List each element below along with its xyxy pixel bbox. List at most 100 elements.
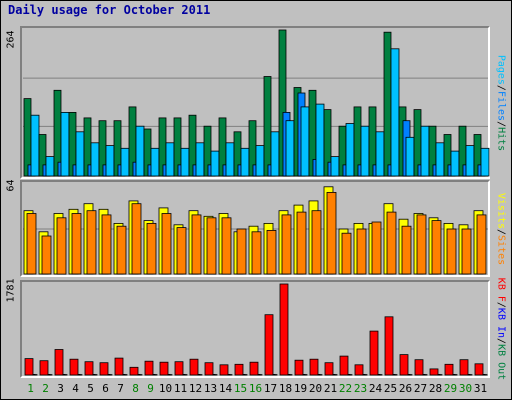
x-label-day: 13 [203,382,218,395]
sites-bar [401,225,412,275]
sites-bar [146,222,157,275]
kb-f-bar [414,359,424,376]
x-label-day: 31 [473,382,488,395]
x-label-day: 23 [353,382,368,395]
kb-f-bar [114,357,124,376]
sites-bar [236,228,247,275]
pages-bar [225,142,235,177]
sites-bar [86,210,97,275]
pages-bar [285,120,295,177]
panel-kb [20,280,490,378]
pages-bar [45,156,55,177]
sites-bar [56,217,67,275]
sites-bar [206,217,217,275]
x-label-day: 14 [218,382,233,395]
pages-bar [120,147,130,177]
sites-bar [41,235,52,275]
x-label-day: 19 [293,382,308,395]
x-label-day: 10 [158,382,173,395]
x-label-day: 18 [278,382,293,395]
kb-f-bar [144,360,154,376]
hits-bar [23,98,32,177]
kb-f-bar [189,358,199,376]
x-label-day: 28 [428,382,443,395]
kb-f-bar [444,363,454,376]
pages-bar [180,147,190,177]
pages-bar [315,103,325,177]
sites-bar [326,191,337,275]
x-label-day: 29 [443,382,458,395]
kb-f-bar [204,362,214,376]
x-label-day: 24 [368,382,383,395]
sites-bar [131,203,142,275]
pages-bar [270,131,280,177]
kb-f-bar [39,360,49,376]
hits-bar [263,76,272,177]
sites-bar [461,228,472,275]
pages-bar [105,145,115,177]
kb-f-bar [309,358,319,376]
x-label-day: 16 [248,382,263,395]
kb-f-bar [69,358,79,376]
kb-f-bar [474,363,484,376]
kb-f-bar [234,363,244,376]
pages-bar [390,48,400,177]
pages-bar [345,123,355,177]
sites-bar [71,213,82,275]
pages-bar [450,150,460,177]
pages-bar [255,145,265,177]
kb-f-bar [324,362,334,376]
kb-f-bar [99,362,109,376]
kb-f-bar [54,349,64,376]
x-label-day: 25 [383,382,398,395]
x-label-day: 12 [188,382,203,395]
hits-bar [173,117,182,177]
kb-f-bar [219,364,229,376]
pages-bar [360,125,370,177]
hits-bar [323,109,332,177]
x-label-day: 26 [398,382,413,395]
kb-f-bar [339,355,349,376]
x-label-day: 21 [323,382,338,395]
x-label-day: 5 [87,382,94,395]
sites-bar [371,221,382,275]
pages-bar [165,142,175,177]
pages-bar [150,147,160,177]
pages-bar [60,112,70,177]
hits-bar [38,134,47,177]
x-label-day: 11 [173,382,188,395]
pages-bar [330,156,340,177]
kb-f-bar [354,364,364,376]
sites-bar [446,228,457,275]
kb-f-bar [399,354,409,376]
x-label-day: 7 [117,382,124,395]
pages-bar [465,145,475,177]
sites-bar [191,214,202,275]
kb-f-bar [129,366,139,376]
sites-bar [116,225,127,275]
x-label-day: 2 [42,382,49,395]
pages-bar [240,147,250,177]
x-label-day: 8 [132,382,139,395]
sites-bar [101,214,112,275]
sites-bar [431,220,442,275]
x-label-day: 27 [413,382,428,395]
x-label-day: 17 [263,382,278,395]
x-label-day: 4 [72,382,79,395]
sites-bar [311,210,322,275]
kb-f-bar [174,361,184,376]
pages-bar [195,142,205,177]
pages-bar [210,150,220,177]
sites-bar [176,227,187,275]
chart-title: Daily usage for October 2011 [8,3,211,17]
kb-f-bar [159,361,169,376]
pages-bar [90,142,100,177]
sites-bar [476,214,487,275]
pages-bar [435,142,445,177]
sites-bar [251,231,262,275]
sites-bar [416,214,427,275]
kb-f-bar [84,361,94,376]
sites-bar [266,229,277,275]
kb-f-bar [459,359,469,376]
